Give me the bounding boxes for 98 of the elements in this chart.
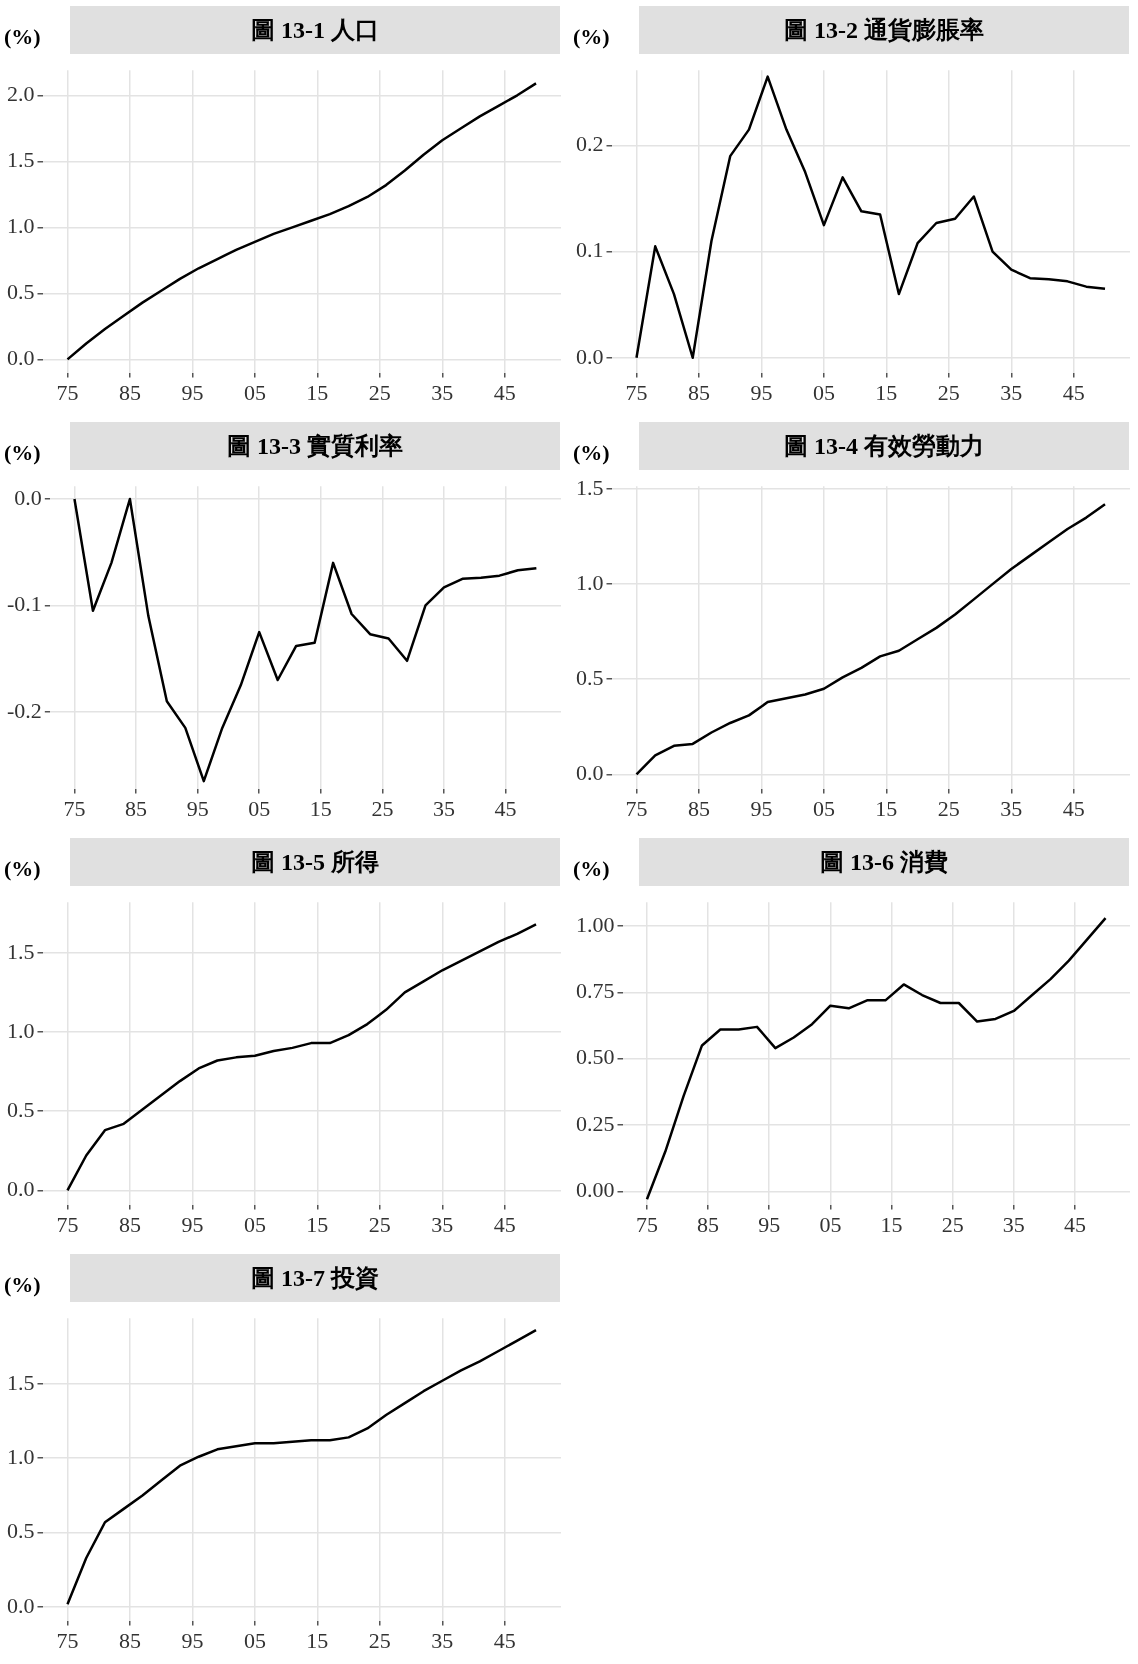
x-tick-label: 75	[56, 1211, 79, 1237]
x-tick-label: 85	[125, 795, 148, 821]
x-tick-label: 35	[1000, 795, 1023, 821]
x-tick-label: 95	[758, 1211, 781, 1237]
y-axis-title: (%)	[573, 24, 610, 50]
y-tick-label: 0.5	[7, 1096, 35, 1122]
x-tick-label: 95	[181, 1627, 204, 1653]
y-tick-label: 0.0	[7, 1592, 35, 1618]
y-tick-label: 1.0	[576, 569, 604, 595]
x-tick-label: 45	[493, 379, 516, 405]
y-tick-label: 0.75	[576, 978, 615, 1004]
x-tick-label: 75	[56, 379, 79, 405]
x-tick-label: 05	[812, 795, 835, 821]
x-tick-label: 15	[306, 1627, 329, 1653]
x-tick-label: 85	[118, 1627, 141, 1653]
x-tick-label: 05	[243, 1627, 266, 1653]
x-tick-label: 15	[875, 795, 898, 821]
x-tick-label: 25	[368, 1627, 391, 1653]
x-tick-label: 95	[181, 1211, 204, 1237]
x-tick-label: 45	[493, 1627, 516, 1653]
y-tick-label: 0.0	[7, 345, 35, 371]
x-tick-label: 05	[243, 1211, 266, 1237]
chart-title: 圖 13-3 實質利率	[70, 422, 560, 470]
y-axis-title: (%)	[4, 1272, 41, 1298]
y-axis-title: (%)	[4, 440, 41, 466]
y-axis-title: (%)	[4, 24, 41, 50]
y-tick-label: 0.5	[7, 1518, 35, 1544]
y-tick-label: 1.5	[576, 474, 604, 500]
x-tick-label: 85	[118, 1211, 141, 1237]
x-tick-label: 75	[56, 1627, 79, 1653]
x-tick-label: 95	[750, 379, 773, 405]
chart-title: 圖 13-1 人口	[70, 6, 560, 54]
y-tick-label: 1.00	[576, 911, 615, 937]
x-tick-label: 15	[306, 1211, 329, 1237]
x-tick-label: 35	[431, 379, 454, 405]
y-tick-label: 1.0	[7, 1444, 35, 1470]
chart-title: 圖 13-2 通貨膨脹率	[639, 6, 1129, 54]
x-tick-label: 75	[625, 795, 648, 821]
y-tick-label: 1.0	[7, 1017, 35, 1043]
y-tick-label: 2.0	[7, 81, 35, 107]
x-tick-label: 05	[812, 379, 835, 405]
y-tick-label: -0.1	[7, 591, 42, 617]
y-tick-label: 0.5	[7, 279, 35, 305]
y-tick-label: 1.5	[7, 1369, 35, 1395]
x-tick-label: 15	[875, 379, 898, 405]
y-tick-label: 0.0	[14, 484, 42, 510]
y-tick-label: 0.2	[576, 131, 604, 157]
x-tick-label: 25	[937, 379, 960, 405]
y-tick-label: 0.50	[576, 1044, 615, 1070]
x-tick-label: 25	[368, 379, 391, 405]
x-tick-label: 95	[750, 795, 773, 821]
x-tick-label: 45	[494, 795, 517, 821]
y-axis-title: (%)	[573, 856, 610, 882]
x-tick-label: 45	[1062, 379, 1085, 405]
x-tick-label: 45	[1062, 795, 1085, 821]
x-tick-label: 15	[309, 795, 332, 821]
x-tick-label: 85	[687, 379, 710, 405]
x-tick-label: 95	[186, 795, 209, 821]
y-tick-label: 0.00	[576, 1177, 615, 1203]
x-tick-label: 05	[248, 795, 271, 821]
x-tick-label: 75	[635, 1211, 658, 1237]
y-tick-label: 0.0	[576, 343, 604, 369]
y-axis-title: (%)	[573, 440, 610, 466]
x-tick-label: 25	[937, 795, 960, 821]
x-tick-label: 85	[118, 379, 141, 405]
x-tick-label: 35	[1002, 1211, 1025, 1237]
x-tick-label: 05	[243, 379, 266, 405]
y-tick-label: 0.0	[7, 1176, 35, 1202]
chart-title: 圖 13-5 所得	[70, 838, 560, 886]
y-axis-title: (%)	[4, 856, 41, 882]
x-tick-label: 05	[819, 1211, 842, 1237]
x-tick-label: 35	[431, 1211, 454, 1237]
x-tick-label: 45	[1063, 1211, 1086, 1237]
y-tick-label: 1.5	[7, 147, 35, 173]
y-tick-label: -0.2	[7, 697, 42, 723]
x-tick-label: 35	[1000, 379, 1023, 405]
x-tick-label: 25	[371, 795, 394, 821]
y-tick-label: 0.0	[576, 760, 604, 786]
x-tick-label: 85	[687, 795, 710, 821]
x-tick-label: 45	[493, 1211, 516, 1237]
chart-title: 圖 13-6 消費	[639, 838, 1129, 886]
y-tick-label: 1.5	[7, 938, 35, 964]
x-tick-label: 95	[181, 379, 204, 405]
chart-title: 圖 13-4 有效勞動力	[639, 422, 1129, 470]
x-tick-label: 75	[625, 379, 648, 405]
x-tick-label: 15	[880, 1211, 903, 1237]
x-tick-label: 25	[368, 1211, 391, 1237]
x-tick-label: 25	[941, 1211, 964, 1237]
chart-title: 圖 13-7 投資	[70, 1254, 560, 1302]
x-tick-label: 15	[306, 379, 329, 405]
y-tick-label: 0.1	[576, 237, 604, 263]
x-tick-label: 35	[431, 1627, 454, 1653]
x-tick-label: 75	[63, 795, 86, 821]
x-tick-label: 85	[697, 1211, 720, 1237]
y-tick-label: 0.5	[576, 665, 604, 691]
x-tick-label: 35	[432, 795, 455, 821]
y-tick-label: 1.0	[7, 213, 35, 239]
y-tick-label: 0.25	[576, 1110, 615, 1136]
